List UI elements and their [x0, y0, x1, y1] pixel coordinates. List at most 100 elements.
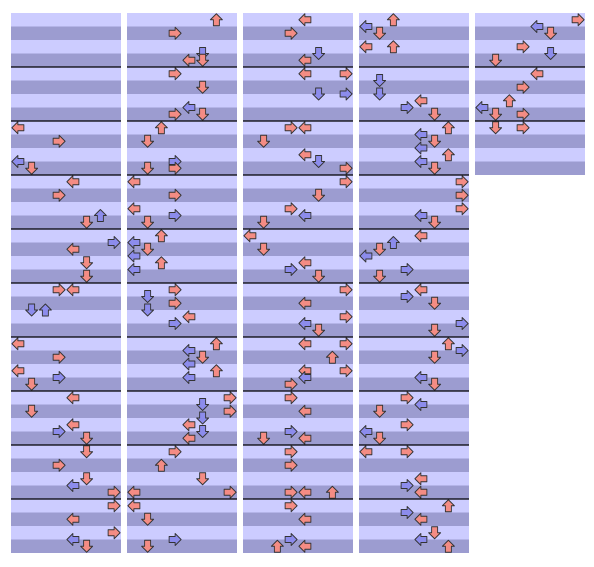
- beat-stripe: [243, 323, 353, 337]
- beat-stripe: [11, 323, 121, 337]
- beat-stripe: [11, 418, 121, 432]
- beat-stripe: [11, 499, 121, 513]
- step-arrow: [359, 445, 373, 459]
- step-arrow: [414, 141, 428, 155]
- beat-stripe: [475, 121, 585, 135]
- beat-stripe: [127, 121, 237, 135]
- step-arrow: [52, 134, 66, 148]
- step-arrow: [400, 391, 414, 405]
- step-arrow: [243, 229, 257, 243]
- beat-stripe: [127, 539, 237, 553]
- step-arrow: [489, 121, 503, 135]
- beat-stripe: [359, 283, 469, 297]
- step-arrow: [312, 155, 326, 168]
- step-arrow: [52, 283, 66, 297]
- step-arrow: [107, 499, 121, 513]
- beat-stripe: [359, 512, 469, 526]
- beat-stripe: [11, 445, 121, 459]
- beat-stripe: [11, 13, 121, 27]
- chart-column: [127, 13, 237, 553]
- step-arrow: [66, 479, 80, 492]
- beat-stripe: [11, 215, 121, 229]
- beat-stripe: [11, 256, 121, 270]
- step-arrow: [141, 215, 155, 229]
- step-arrow: [80, 256, 94, 270]
- step-arrow: [298, 337, 312, 351]
- beat-stripe: [359, 67, 469, 81]
- step-arrow: [298, 371, 312, 384]
- beat-stripe: [243, 269, 353, 283]
- beat-stripe: [127, 418, 237, 432]
- beat-stripe: [359, 188, 469, 202]
- step-arrow: [475, 101, 489, 114]
- step-arrow: [80, 269, 94, 283]
- beat-stripe: [359, 134, 469, 148]
- step-arrow: [312, 188, 326, 202]
- step-arrow: [373, 26, 387, 40]
- step-arrow: [339, 67, 353, 81]
- beat-stripe: [127, 188, 237, 202]
- step-arrow: [325, 350, 339, 364]
- step-arrow: [11, 155, 25, 168]
- beat-stripe: [127, 364, 237, 378]
- step-arrow: [223, 391, 237, 405]
- beat-stripe: [11, 148, 121, 162]
- beat-stripe: [11, 526, 121, 540]
- step-arrow: [196, 425, 210, 438]
- step-arrow: [284, 485, 298, 499]
- beat-stripe: [243, 161, 353, 175]
- beat-stripe: [11, 175, 121, 189]
- step-arrow: [359, 425, 373, 438]
- beat-stripe: [11, 26, 121, 40]
- step-arrow: [373, 404, 387, 418]
- beat-stripe: [243, 188, 353, 202]
- beat-stripe: [243, 485, 353, 499]
- step-arrow: [428, 377, 442, 391]
- beat-stripe: [127, 175, 237, 189]
- beat-stripe: [127, 256, 237, 270]
- step-arrow: [80, 445, 94, 459]
- step-arrow: [223, 404, 237, 418]
- beat-stripe: [243, 202, 353, 216]
- step-arrow: [25, 303, 39, 317]
- beat-stripe: [11, 472, 121, 486]
- step-arrow: [257, 242, 271, 256]
- beat-stripe: [243, 350, 353, 364]
- step-arrow: [168, 296, 182, 310]
- beat-stripe: [243, 40, 353, 54]
- beat-stripe: [127, 404, 237, 418]
- step-arrow: [107, 485, 121, 499]
- beat-stripe: [127, 229, 237, 243]
- beat-stripe: [127, 512, 237, 526]
- chart-column: [359, 13, 469, 553]
- step-arrow: [209, 337, 223, 351]
- step-arrow: [168, 317, 182, 330]
- beat-stripe: [127, 472, 237, 486]
- beat-stripe: [359, 296, 469, 310]
- step-arrow: [400, 290, 414, 303]
- step-arrow: [312, 323, 326, 337]
- beat-stripe: [11, 134, 121, 148]
- step-arrow: [38, 303, 52, 317]
- beat-stripe: [359, 269, 469, 283]
- step-arrow: [80, 539, 94, 553]
- step-arrow: [428, 134, 442, 148]
- beat-stripe: [359, 161, 469, 175]
- beat-stripe: [359, 215, 469, 229]
- beat-stripe: [243, 526, 353, 540]
- step-arrow: [141, 134, 155, 148]
- beat-stripe: [475, 67, 585, 81]
- beat-stripe: [359, 80, 469, 94]
- step-arrow: [530, 20, 544, 33]
- beat-stripe: [359, 539, 469, 553]
- beat-stripe: [359, 107, 469, 121]
- step-arrow: [66, 242, 80, 256]
- step-arrow: [428, 526, 442, 540]
- step-arrow: [182, 357, 196, 371]
- beat-stripe: [359, 337, 469, 351]
- step-arrow: [339, 283, 353, 297]
- beat-stripe: [243, 215, 353, 229]
- beat-stripe: [11, 107, 121, 121]
- step-arrow: [373, 87, 387, 101]
